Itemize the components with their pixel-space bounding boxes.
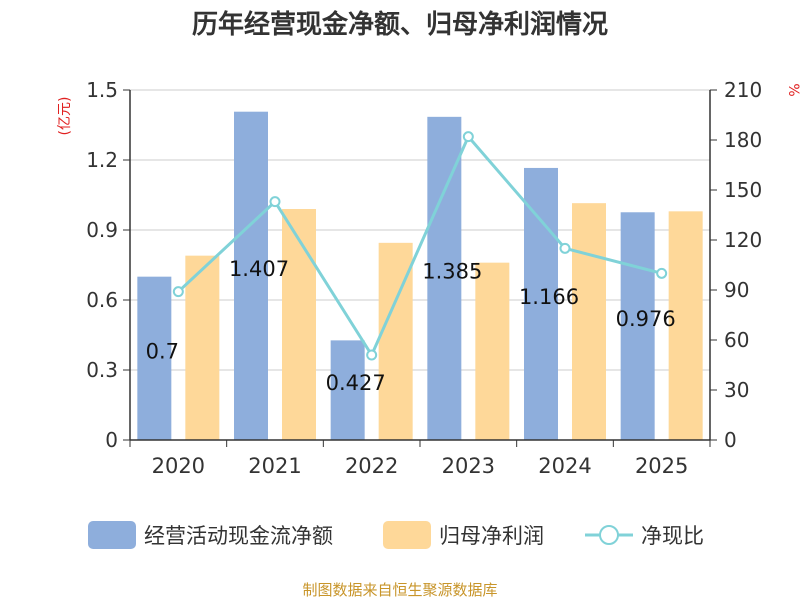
left-axis-unit: (亿元)	[57, 97, 73, 136]
bar-cashflow	[427, 116, 462, 440]
data-labels: 0.7 1.407 0.427 1.385 1.166 0.976	[146, 257, 676, 395]
left-axis-ticks: 0 0.3 0.6 0.9 1.2 1.5	[86, 78, 130, 452]
x-tick-label: 2023	[442, 454, 495, 478]
legend-swatch-marker	[599, 525, 619, 545]
right-tick-label: 180	[724, 128, 762, 152]
bar-cashflow	[137, 276, 172, 440]
right-axis-ticks: 0 30 60 90 120 150 180 210	[710, 78, 762, 452]
bar-cashflow	[524, 167, 558, 440]
bar-cashflow	[234, 111, 268, 440]
line-point	[462, 131, 474, 143]
line-point	[656, 267, 668, 279]
right-tick-label: 30	[724, 378, 749, 402]
data-label: 1.407	[229, 257, 289, 281]
legend-swatch-net-profit	[383, 521, 431, 549]
bar-net-profit	[185, 255, 220, 440]
left-tick-label: 0.3	[86, 358, 118, 382]
x-tick-label: 2021	[248, 454, 301, 478]
data-label: 0.7	[146, 339, 179, 363]
left-tick-label: 0.6	[86, 288, 118, 312]
line-series	[172, 131, 668, 361]
bar-net-profit	[475, 262, 510, 440]
line-point	[559, 242, 571, 254]
bar-net-profit	[282, 209, 316, 440]
right-tick-label: 210	[724, 78, 762, 102]
bar-series	[137, 111, 703, 440]
left-tick-label: 1.5	[86, 78, 118, 102]
right-tick-label: 150	[724, 178, 762, 202]
line-point	[172, 286, 184, 298]
x-tick-label: 2022	[345, 454, 398, 478]
legend-swatch-cashflow	[88, 521, 136, 549]
line-point	[366, 349, 378, 361]
bar-cashflow	[620, 212, 655, 440]
legend-label: 净现比	[641, 524, 704, 548]
legend-label: 经营活动现金流净额	[144, 524, 333, 548]
right-tick-label: 90	[724, 278, 749, 302]
x-tick-label: 2024	[538, 454, 591, 478]
x-tick-label: 2020	[152, 454, 205, 478]
right-tick-label: 60	[724, 328, 749, 352]
chart-title: 历年经营现金净额、归母净利润情况	[192, 9, 608, 40]
legend: 经营活动现金流净额 归母净利润 净现比	[88, 521, 704, 549]
bar-net-profit	[668, 211, 703, 440]
line-net-cash-ratio	[177, 133, 663, 359]
x-tick-label: 2025	[635, 454, 688, 478]
x-axis-ticks: 2020 2021 2022 2023 2024 2025	[129, 440, 711, 478]
data-label: 1.166	[519, 285, 579, 309]
right-axis-unit: %	[785, 83, 800, 96]
line-point	[269, 196, 281, 208]
left-tick-label: 1.2	[86, 148, 118, 172]
data-label: 0.976	[616, 307, 676, 331]
bar-cashflow	[330, 340, 365, 440]
right-tick-label: 0	[724, 428, 737, 452]
data-label: 0.427	[326, 371, 386, 395]
right-tick-label: 120	[724, 228, 762, 252]
left-tick-label: 0.9	[86, 218, 118, 242]
gridlines	[130, 89, 710, 371]
data-label: 1.385	[422, 259, 482, 283]
bar-net-profit	[572, 203, 606, 440]
left-tick-label: 0	[105, 428, 118, 452]
source-note: 制图数据来自恒生聚源数据库	[302, 581, 497, 599]
legend-label: 归母净利润	[439, 524, 544, 548]
